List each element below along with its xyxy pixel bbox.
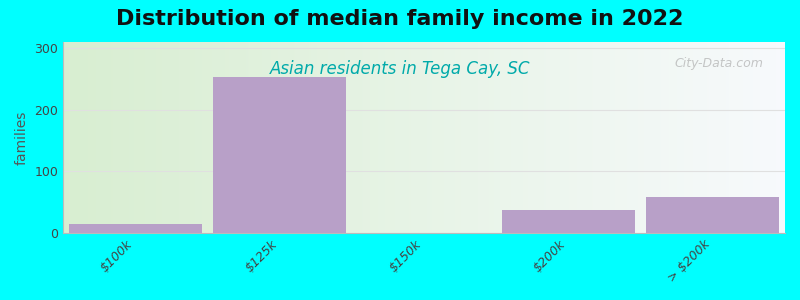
Bar bbox=[69, 224, 202, 233]
Bar bbox=[646, 197, 779, 233]
Text: Asian residents in Tega Cay, SC: Asian residents in Tega Cay, SC bbox=[270, 60, 530, 78]
Bar bbox=[214, 77, 346, 233]
Text: Distribution of median family income in 2022: Distribution of median family income in … bbox=[116, 9, 684, 29]
Text: City-Data.com: City-Data.com bbox=[674, 57, 763, 70]
Bar bbox=[502, 209, 635, 233]
Y-axis label: families: families bbox=[15, 110, 29, 165]
